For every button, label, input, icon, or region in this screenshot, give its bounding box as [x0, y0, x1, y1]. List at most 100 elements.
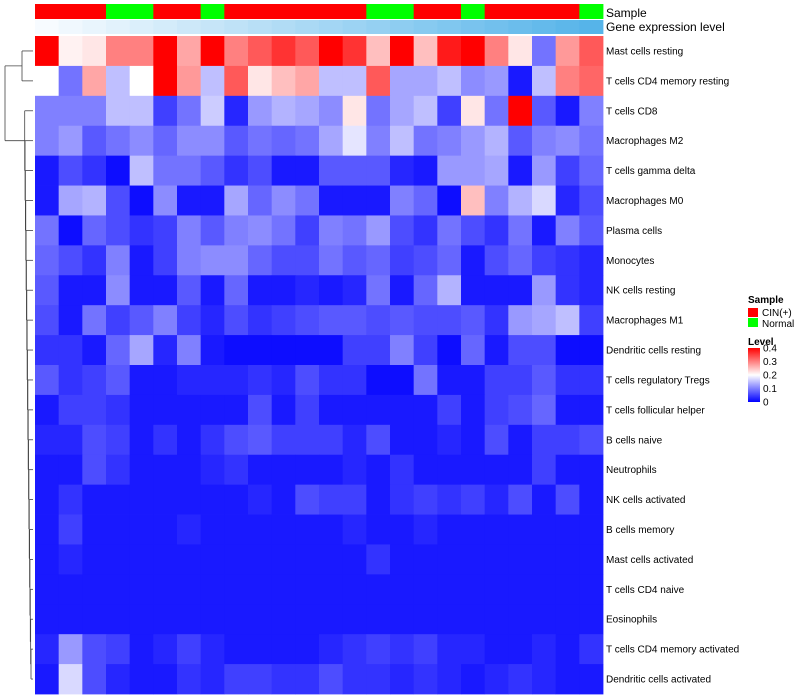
heatmap-cell — [271, 664, 296, 695]
heatmap-cell — [390, 394, 415, 426]
row-label: Eosinophils — [606, 615, 657, 626]
heatmap-cell — [200, 394, 225, 426]
heatmap-cell — [413, 634, 438, 665]
sample-annotation-cell — [532, 4, 557, 19]
heatmap-cell — [319, 185, 344, 216]
heatmap-cell — [413, 36, 438, 67]
heatmap-cell — [390, 454, 415, 486]
heatmap-cell — [177, 514, 202, 545]
heatmap-cell — [129, 484, 154, 515]
heatmap-cell — [129, 664, 154, 695]
heatmap-cell — [129, 215, 154, 246]
heatmap-cell — [342, 664, 367, 695]
heatmap-cell — [82, 305, 107, 336]
heatmap-cell — [82, 215, 107, 246]
heatmap-cell — [106, 245, 131, 276]
heatmap-cell — [295, 424, 320, 456]
row-label: T cells regulatory Tregs — [606, 375, 710, 386]
heatmap-cell — [484, 305, 509, 336]
heatmap-cell — [153, 514, 178, 545]
heatmap-cell — [129, 454, 154, 486]
heatmap-cell — [153, 454, 178, 486]
heatmap-cell — [58, 604, 83, 635]
heatmap-cell — [342, 514, 367, 545]
heatmap-cell — [366, 155, 391, 186]
heatmap-cell — [579, 95, 604, 127]
heatmap-cell — [58, 155, 83, 186]
sample-annotation-cell — [35, 4, 60, 19]
heatmap-cell — [153, 394, 178, 426]
heatmap-cell — [579, 125, 604, 157]
heatmap-cell — [508, 544, 533, 575]
heatmap-cell — [82, 95, 107, 127]
heatmap-cell — [532, 514, 557, 545]
heatmap-cell — [35, 335, 60, 366]
heatmap-cell — [58, 215, 83, 246]
heatmap-cell — [390, 155, 415, 186]
heatmap-cell — [319, 335, 344, 366]
heatmap-cell — [35, 95, 60, 127]
heatmap-cell — [153, 484, 178, 515]
heatmap-cell — [271, 544, 296, 575]
heatmap-cell — [200, 484, 225, 515]
heatmap-cell — [390, 36, 415, 67]
expression-annotation-cell — [532, 20, 557, 34]
heatmap-cell — [58, 305, 83, 336]
heatmap-cell — [106, 275, 131, 306]
heatmap-cell — [390, 604, 415, 635]
heatmap-cell — [106, 424, 131, 456]
heatmap-cell — [484, 484, 509, 515]
heatmap-cell — [508, 36, 533, 67]
heatmap-cell — [106, 664, 131, 695]
heatmap-cell — [461, 394, 486, 426]
heatmap-cell — [366, 335, 391, 366]
heatmap-cell — [532, 36, 557, 67]
expression-annotation-cell — [390, 20, 415, 34]
heatmap-cell — [532, 185, 557, 216]
heatmap-cell — [106, 454, 131, 486]
heatmap-cell — [413, 544, 438, 575]
heatmap-cell — [342, 36, 367, 67]
heatmap-cell — [413, 185, 438, 216]
heatmap-cell — [579, 634, 604, 665]
heatmap-cell — [129, 125, 154, 157]
heatmap-cell — [461, 424, 486, 456]
heatmap-cell — [200, 215, 225, 246]
heatmap-cell — [248, 95, 273, 127]
heatmap-cell — [484, 424, 509, 456]
heatmap-cell — [295, 305, 320, 336]
heatmap-cell — [390, 365, 415, 396]
heatmap-cell — [106, 544, 131, 575]
heatmap-cell — [366, 65, 391, 97]
heatmap-cell — [129, 634, 154, 665]
heatmap-cell — [555, 424, 580, 456]
heatmap-cell — [508, 65, 533, 97]
heatmap-cell — [177, 335, 202, 366]
heatmap-cell — [177, 454, 202, 486]
heatmap-cell — [413, 125, 438, 157]
heatmap-cell — [555, 155, 580, 186]
heatmap-cell — [82, 335, 107, 366]
heatmap-cell — [555, 335, 580, 366]
heatmap-cell — [224, 245, 249, 276]
heatmap-cell — [224, 514, 249, 545]
heatmap-cell — [532, 245, 557, 276]
heatmap-cell — [153, 634, 178, 665]
sample-annotation-cell — [177, 4, 202, 19]
heatmap-cell — [437, 125, 462, 157]
heatmap-cell — [437, 544, 462, 575]
column-annotations — [35, 4, 604, 34]
heatmap-cell — [342, 604, 367, 635]
heatmap-cell — [390, 574, 415, 605]
sample-annotation-cell — [366, 4, 391, 19]
heatmap-cell — [461, 664, 486, 695]
heatmap-cell — [271, 65, 296, 97]
heatmap-cell — [390, 65, 415, 97]
heatmap-cell — [129, 424, 154, 456]
row-label: B cells naive — [606, 435, 663, 446]
heatmap-cell — [248, 65, 273, 97]
heatmap-cell — [295, 125, 320, 157]
heatmap-cell — [248, 634, 273, 665]
heatmap-cell — [579, 424, 604, 456]
